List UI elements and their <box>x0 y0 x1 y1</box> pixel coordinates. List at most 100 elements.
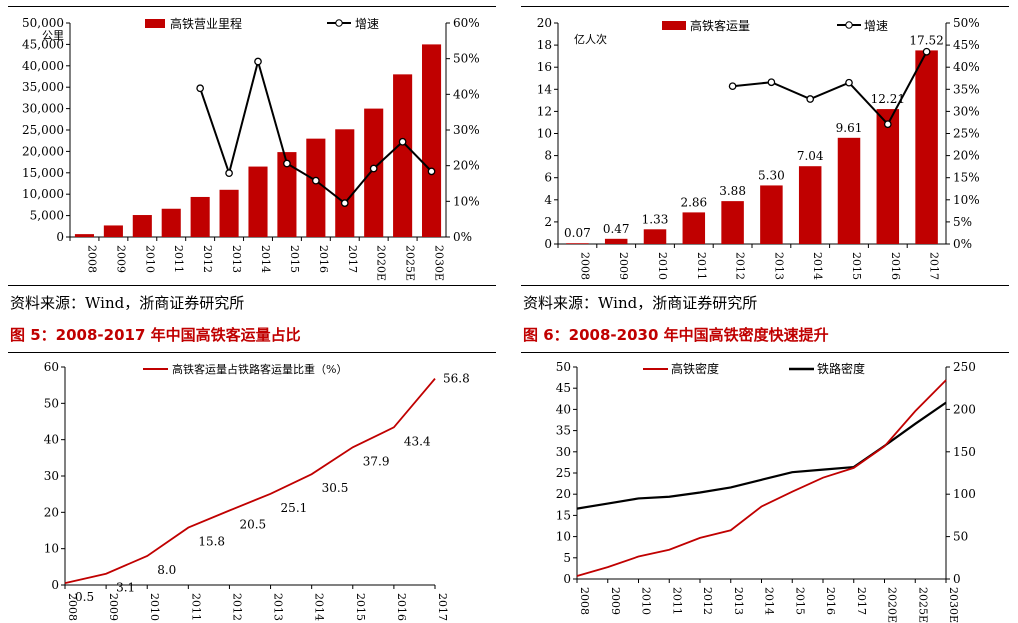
c1-x-tick-label: 2030E <box>433 245 446 281</box>
c3-data-label: 0.5 <box>75 590 94 604</box>
c1-bar <box>132 215 152 237</box>
c1-x-tick-label: 2010 <box>143 245 156 273</box>
c2-y-tick-label: 10 <box>537 127 552 141</box>
c1-x-tick-label: 2014 <box>259 245 272 273</box>
c2-growth-point <box>767 78 776 87</box>
c3-x-tick-label: 2012 <box>230 593 243 621</box>
c2-bar-label: 9.61 <box>836 121 863 135</box>
c3-y-tick-label: 10 <box>44 542 59 556</box>
c2-legend-line-label: 增速 <box>864 19 888 33</box>
c2-x-tick-label: 2010 <box>656 252 669 280</box>
c4-y-tick-label: 45 <box>556 381 571 395</box>
c1-x-tick-label: 2020E <box>375 245 388 281</box>
c2-y2-tick-label: 20% <box>953 149 980 163</box>
c1-y-tick-label: 25,000 <box>22 123 64 137</box>
c4-y2-tick-label: 200 <box>953 402 976 416</box>
c2-y2-tick-label: 15% <box>953 171 980 185</box>
c2-x-tick-label: 2009 <box>617 252 630 280</box>
c4-x-tick-label: 2010 <box>640 587 653 615</box>
c2-bar <box>721 201 744 244</box>
c2-y2-tick-label: 25% <box>953 127 980 141</box>
c4-y-tick-label: 15 <box>556 508 571 522</box>
c2-bar <box>915 50 938 245</box>
c1-growth-point <box>225 169 233 178</box>
c4-legend-rail-label: 铁路密度 <box>817 361 865 376</box>
c3-data-label: 30.5 <box>322 481 349 495</box>
c4-y2-tick-label: 100 <box>953 487 976 501</box>
c2-y2-tick-label: 0% <box>953 237 972 251</box>
c1-growth-point <box>340 199 349 207</box>
c2-y-tick-label: 8 <box>544 149 552 163</box>
c4-x-tick-label: 2009 <box>609 587 622 615</box>
c2-bar <box>798 166 822 244</box>
c1-bar <box>277 152 297 237</box>
c1-x-tick-label: 2008 <box>85 245 98 273</box>
c3-x-tick-label: 2013 <box>272 593 285 621</box>
c2-y-tick-label: 20 <box>537 16 552 30</box>
c2-bar <box>682 212 706 244</box>
c2-x-tick-label: 2011 <box>695 252 708 280</box>
c3-x-tick-label: 2017 <box>436 593 449 621</box>
c1-x-tick-label: 2015 <box>288 245 301 273</box>
c2-growth-point <box>845 78 853 87</box>
chart-hsr-mileage: 0 5,000 10,000 15,000 20,000 25,000 30,000 35,0… <box>22 16 480 281</box>
c4-y-tick-label: 20 <box>556 487 571 501</box>
c2-bar-label: 0.07 <box>564 226 591 240</box>
c2-bar <box>760 185 783 244</box>
rule-mid-right <box>521 285 1009 286</box>
c4-y2-tick-label: 150 <box>953 445 976 459</box>
c2-bar <box>566 243 589 244</box>
c1-y-tick-label: 20,000 <box>22 144 64 158</box>
c2-bar-label: 0.47 <box>603 222 630 236</box>
c2-bar <box>604 238 628 244</box>
c1-bar <box>248 166 268 237</box>
c1-legend-line-label: 增速 <box>355 17 379 31</box>
c3-x-tick-label: 2010 <box>148 593 161 621</box>
c1-y-tick-label: 30,000 <box>22 102 64 116</box>
c4-x-tick-label: 2030E <box>947 587 960 623</box>
c4-x-tick-label: 2025E <box>916 587 929 623</box>
c2-x-tick-label: 2014 <box>811 252 824 280</box>
c2-growth-point <box>922 47 931 56</box>
c2-y-tick-label: 4 <box>544 193 552 207</box>
c2-unit-label: 亿人次 <box>574 32 607 46</box>
c1-growth-point <box>283 159 291 168</box>
c3-data-label: 15.8 <box>198 535 225 549</box>
c3-share-line <box>64 378 436 585</box>
c3-x-tick-label: 2014 <box>313 593 326 621</box>
c4-y-tick-label: 50 <box>556 360 571 374</box>
c4-y-tick-label: 35 <box>556 424 571 438</box>
c2-y2-tick-label: 10% <box>953 193 980 207</box>
c2-y2-tick-label: 30% <box>953 104 980 118</box>
chart-rail-density: 0 5 10 15 20 25 30 35 40 45 50 0 50 100 150 200 250 2008 2… <box>556 360 976 623</box>
c2-x-tick-label: 2013 <box>772 252 785 280</box>
c1-y-tick-label: 40,000 <box>22 59 64 73</box>
c1-bar <box>421 44 442 238</box>
c1-y2-tick-label: 60% <box>453 16 480 30</box>
c1-growth-point <box>311 176 320 185</box>
c1-y2-tick-label: 0% <box>453 230 472 244</box>
c2-growth-point <box>806 95 815 103</box>
c1-x-tick-label: 2017 <box>346 245 359 273</box>
rule-top-left <box>8 6 496 7</box>
c1-x-tick-label: 2013 <box>230 245 243 273</box>
rule-bottom-left <box>8 352 496 353</box>
c2-x-tick-label: 2016 <box>889 252 902 280</box>
c1-bar <box>103 225 123 237</box>
c4-x-tick-label: 2014 <box>763 587 776 615</box>
c2-y2-tick-label: 35% <box>953 82 980 96</box>
source-right: 资料来源：Wind，浙商证券研究所 <box>523 294 758 312</box>
c4-x-tick-label: 2013 <box>732 587 745 615</box>
c2-bar-label: 3.88 <box>719 184 746 198</box>
c1-y2-tick-label: 50% <box>453 52 480 66</box>
c2-y-tick-label: 18 <box>537 38 552 52</box>
rule-mid-left <box>8 285 496 286</box>
c1-bar <box>335 129 355 237</box>
c1-x-tick-label: 2012 <box>201 245 214 273</box>
c3-y-tick-label: 50 <box>44 396 59 410</box>
c2-y2-tick-label: 45% <box>953 38 980 52</box>
c3-data-label: 25.1 <box>281 501 308 515</box>
c2-growth-line <box>732 51 928 126</box>
c2-y2-tick-label: 50% <box>953 16 980 30</box>
c1-growth-point <box>398 137 407 146</box>
